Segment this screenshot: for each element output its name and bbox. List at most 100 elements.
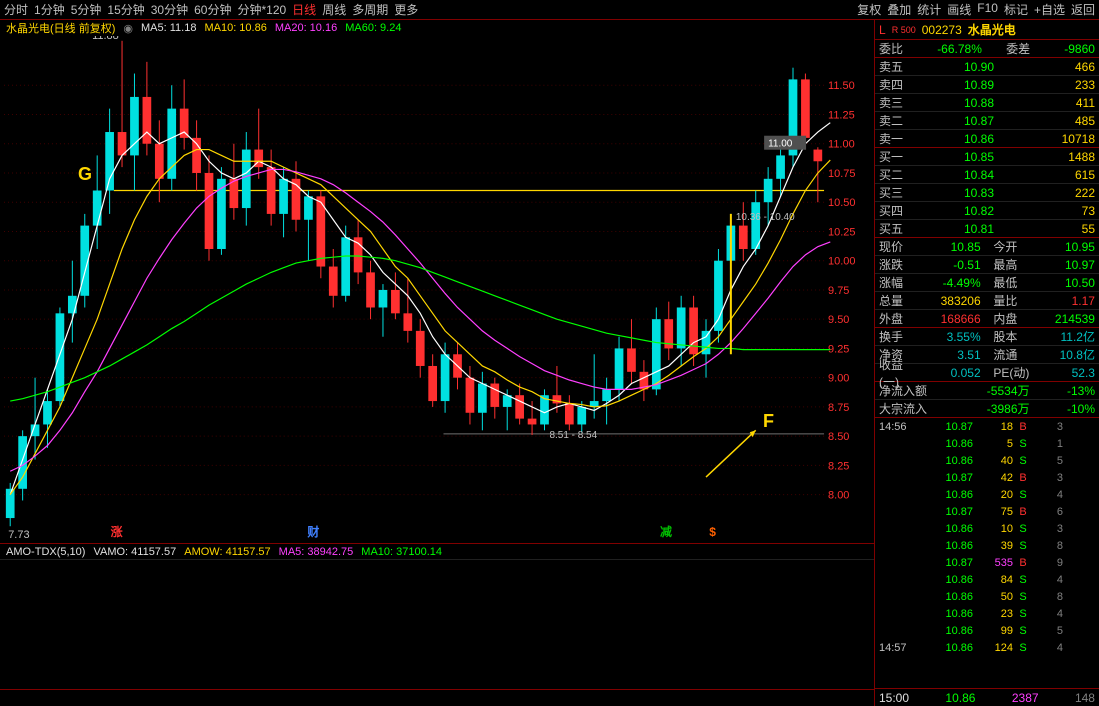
svg-text:9.25: 9.25 — [828, 343, 849, 355]
svg-text:9.75: 9.75 — [828, 285, 849, 297]
menu-item-9[interactable]: 多周期 — [352, 1, 388, 18]
level-row[interactable]: 买二10.84615 — [875, 166, 1099, 184]
svg-text:11.00: 11.00 — [828, 139, 855, 151]
svg-text:涨: 涨 — [111, 524, 123, 539]
svg-text:8.00: 8.00 — [828, 490, 849, 502]
tick-table: 14:5610.8718B310.865S110.8640S510.8742B3… — [875, 418, 1099, 688]
level-row[interactable]: 卖一10.8610718 — [875, 130, 1099, 148]
menu-item-3[interactable]: 15分钟 — [107, 1, 144, 18]
stock-title: L R 500 002273 水晶光电 — [875, 20, 1099, 40]
menu-right-7[interactable]: 返回 — [1071, 1, 1095, 18]
level-row[interactable]: 卖四10.89233 — [875, 76, 1099, 94]
tick-row: 10.8775B6 — [875, 503, 1099, 520]
svg-text:7.73: 7.73 — [8, 529, 29, 541]
top-menu: 分时 1分钟 5分钟 15分钟 30分钟 60分钟分钟*120 日线周线多周期更多 复权叠加… — [0, 0, 1099, 20]
svg-text:10.75: 10.75 — [828, 168, 855, 180]
menu-item-6[interactable]: 分钟*120 — [237, 1, 286, 18]
svg-text:11.00: 11.00 — [768, 139, 793, 150]
menu-item-1[interactable]: 1分钟 — [34, 1, 65, 18]
menu-item-0[interactable]: 分时 — [4, 1, 28, 18]
svg-text:11.88: 11.88 — [92, 36, 119, 42]
annotation-g: G — [78, 164, 92, 185]
vol-ma5: MA5: 38942.75 — [279, 546, 354, 558]
level-row[interactable]: 买五10.8155 — [875, 220, 1099, 238]
svg-text:减: 减 — [660, 524, 672, 539]
svg-text:$: $ — [709, 525, 716, 539]
ma60-label: MA60: 9.24 — [345, 22, 401, 34]
chart-title: 水晶光电(日线 前复权) — [6, 20, 115, 36]
menu-item-8[interactable]: 周线 — [322, 1, 346, 18]
chart-header: 水晶光电(日线 前复权) ◉ MA5: 11.18 MA10: 10.86 MA… — [0, 20, 874, 36]
chart-pane: 水晶光电(日线 前复权) ◉ MA5: 11.18 MA10: 10.86 MA… — [0, 20, 875, 706]
annotation-f: F — [763, 411, 774, 432]
level-row[interactable]: 买一10.851488 — [875, 148, 1099, 166]
menu-right-2[interactable]: 统计 — [917, 1, 941, 18]
menu-item-2[interactable]: 5分钟 — [71, 1, 102, 18]
tick-row: 10.8640S5 — [875, 452, 1099, 469]
stock-code[interactable]: 002273 — [922, 23, 962, 37]
svg-text:10.36 - 10.40: 10.36 - 10.40 — [736, 212, 795, 223]
svg-text:10.00: 10.00 — [828, 256, 855, 268]
flow-container: 净流入额-5534万-13%大宗流入-3986万-10% — [875, 382, 1099, 418]
info-row: 总量383206量比1.17 — [875, 292, 1099, 310]
tick-row: 10.8620S4 — [875, 486, 1099, 503]
menu-right-5[interactable]: 标记 — [1004, 1, 1028, 18]
info-row: 换手3.55%股本11.2亿 — [875, 328, 1099, 346]
svg-text:9.50: 9.50 — [828, 314, 849, 326]
svg-text:财: 财 — [306, 524, 319, 539]
menu-right-3[interactable]: 画线 — [947, 1, 971, 18]
menu-right-4[interactable]: F10 — [977, 1, 998, 18]
flow-row: 大宗流入-3986万-10% — [875, 400, 1099, 418]
info-container: 现价10.85今开10.95涨跌-0.51最高10.97涨幅-4.49%最低10… — [875, 238, 1099, 382]
flow-row: 净流入额-5534万-13% — [875, 382, 1099, 400]
level-row[interactable]: 卖三10.88411 — [875, 94, 1099, 112]
svg-text:10.50: 10.50 — [828, 197, 855, 209]
tick-row: 10.865S1 — [875, 435, 1099, 452]
menu-left: 分时 1分钟 5分钟 15分钟 30分钟 60分钟分钟*120 日线周线多周期更多 — [4, 1, 418, 18]
candlestick-chart[interactable]: 11.5011.2511.0010.7510.5010.2510.009.759… — [0, 36, 874, 544]
info-row: 外盘168666内盘214539 — [875, 310, 1099, 328]
tick-row: 10.8623S4 — [875, 605, 1099, 622]
ma10-label: MA10: 10.86 — [204, 22, 266, 34]
asks-container: 卖五10.90466卖四10.89233卖三10.88411卖二10.87485… — [875, 58, 1099, 148]
svg-text:8.50: 8.50 — [828, 431, 849, 443]
level-row[interactable]: 买四10.8273 — [875, 202, 1099, 220]
menu-right: 复权叠加统计画线 F10 标记 +自选返回 — [857, 1, 1095, 18]
svg-text:8.75: 8.75 — [828, 402, 849, 414]
menu-item-5[interactable]: 60分钟 — [194, 1, 231, 18]
tick-row: 10.8639S8 — [875, 537, 1099, 554]
menu-right-6[interactable]: +自选 — [1034, 1, 1065, 18]
menu-right-1[interactable]: 叠加 — [887, 1, 911, 18]
bids-container: 买一10.851488买二10.84615买三10.83222买四10.8273… — [875, 148, 1099, 238]
volume-chart[interactable] — [0, 560, 874, 690]
ma20-label: MA20: 10.16 — [275, 22, 337, 34]
svg-text:9.00: 9.00 — [828, 373, 849, 385]
info-row: 现价10.85今开10.95 — [875, 238, 1099, 256]
level-row[interactable]: 卖二10.87485 — [875, 112, 1099, 130]
time-axis — [0, 690, 874, 706]
tick-row: 10.8650S8 — [875, 588, 1099, 605]
tick-row: 10.87535B9 — [875, 554, 1099, 571]
vol-ma10: MA10: 37100.14 — [361, 546, 442, 558]
menu-right-0[interactable]: 复权 — [857, 1, 881, 18]
tick-row: 14:5710.86124S4 — [875, 639, 1099, 656]
stock-name: 水晶光电 — [968, 21, 1016, 38]
svg-text:8.25: 8.25 — [828, 460, 849, 472]
vamo-label: VAMO: 41157.57 — [93, 546, 176, 558]
menu-item-4[interactable]: 30分钟 — [151, 1, 188, 18]
bottom-status-row: 15:00 10.86 2387 148 — [875, 688, 1099, 706]
weibi-row: 委比 -66.78% 委差 -9860 — [875, 40, 1099, 58]
vol-title: AMO-TDX(5,10) — [6, 546, 85, 558]
level-row[interactable]: 卖五10.90466 — [875, 58, 1099, 76]
chart-svg: 11.5011.2511.0010.7510.5010.2510.009.759… — [0, 36, 874, 543]
tick-row: 10.8684S4 — [875, 571, 1099, 588]
info-row: 涨跌-0.51最高10.97 — [875, 256, 1099, 274]
tick-row: 10.8699S5 — [875, 622, 1099, 639]
svg-text:11.25: 11.25 — [828, 109, 855, 121]
ma5-label: MA5: 11.18 — [141, 22, 196, 34]
info-row: 收益(一)0.052PE(动)52.3 — [875, 364, 1099, 382]
info-row: 涨幅-4.49%最低10.50 — [875, 274, 1099, 292]
menu-item-10[interactable]: 更多 — [394, 1, 418, 18]
menu-item-7[interactable]: 日线 — [292, 1, 316, 18]
level-row[interactable]: 买三10.83222 — [875, 184, 1099, 202]
